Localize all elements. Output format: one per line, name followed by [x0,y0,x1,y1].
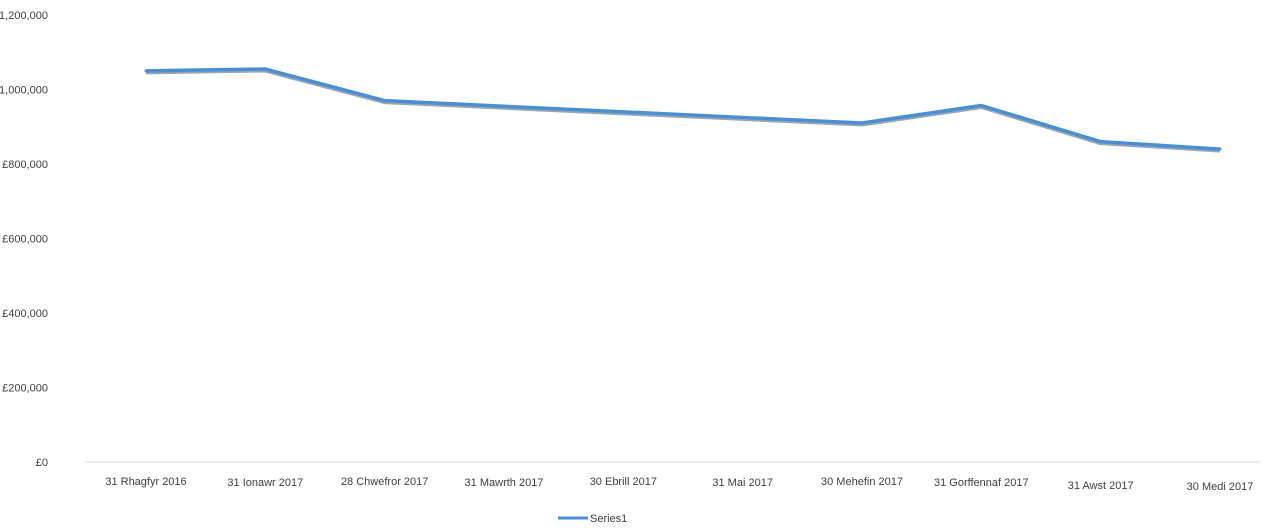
y-tick-label: £1,200,000 [0,10,48,22]
y-tick-label: £200,000 [2,383,48,395]
x-tick-label: 30 Medi 2017 [1187,481,1254,493]
x-tick-label: 31 Rhagfyr 2016 [105,476,186,488]
series-point [383,99,387,103]
x-tick-label: 31 Ionawr 2017 [227,477,303,489]
y-tick-label: £800,000 [2,159,48,171]
y-tick-label: £600,000 [2,234,48,246]
y-tick-label: £0 [36,457,48,469]
series-point [1218,147,1222,151]
series-point [263,67,267,71]
x-axis-ticks: 31 Rhagfyr 2016 31 Ionawr 2017 28 Chwefror… [105,476,1253,493]
series-point [502,104,506,108]
legend-label: Series1 [590,513,627,525]
x-tick-label: 31 Mawrth 2017 [465,477,544,489]
series-layer [144,67,1222,153]
series-point [144,69,148,73]
x-tick-label: 31 Gorffennaf 2017 [934,477,1029,489]
series-line-shadow [145,68,1221,153]
x-tick-label: 30 Mehefin 2017 [821,476,903,488]
y-tick-label: £400,000 [2,308,48,320]
legend: Series1 [558,513,627,525]
y-tick-label: £1,000,000 [0,85,48,97]
series-point [860,121,864,125]
x-tick-label: 28 Chwefror 2017 [341,476,428,488]
series-point [1099,140,1103,144]
x-tick-label: 30 Ebrill 2017 [590,476,657,488]
x-tick-label: 31 Awst 2017 [1068,480,1134,492]
series-point [621,110,625,114]
series-line [145,67,1221,151]
x-tick-label: 31 Mai 2017 [712,477,773,489]
series-point [979,104,983,108]
y-axis-ticks: £0 £200,000 £400,000 £600,000 £800,000 £1,000… [0,10,48,469]
series-point [741,115,745,119]
